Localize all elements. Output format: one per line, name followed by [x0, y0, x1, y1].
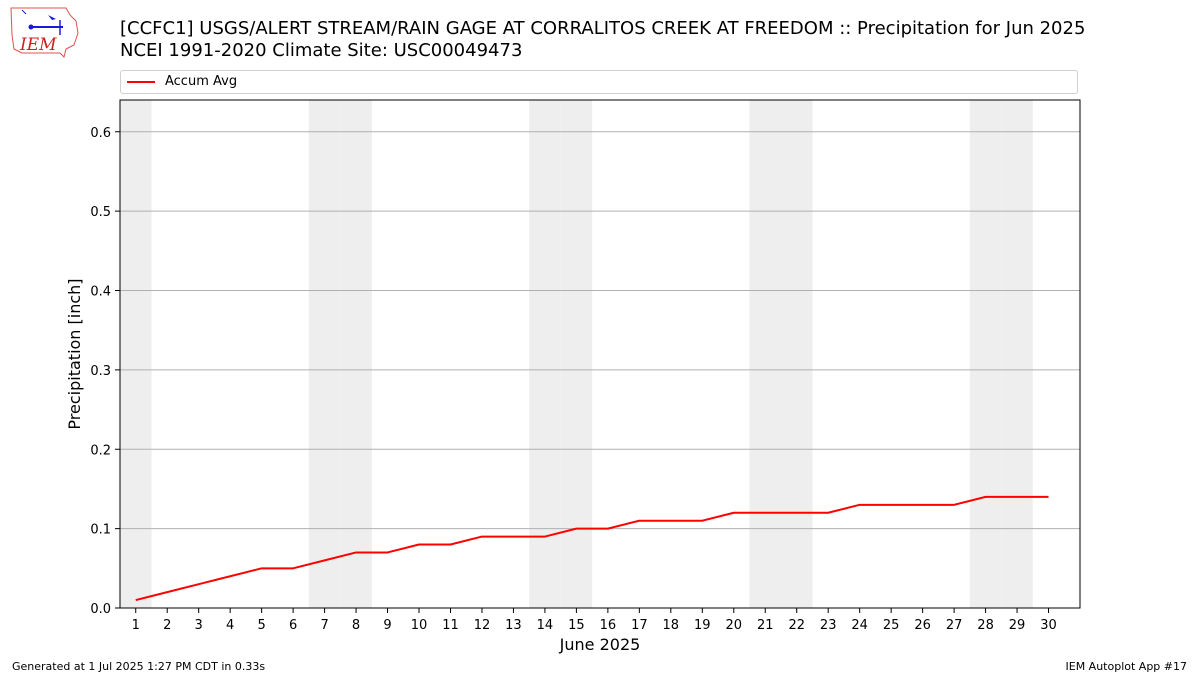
x-tick-label: 23 — [820, 618, 837, 633]
x-tick-label: 15 — [568, 618, 585, 633]
weekend-band-28 — [969, 100, 1002, 608]
plot-frame — [119, 99, 1081, 609]
y-tick-label: 0.2 — [90, 443, 111, 458]
x-tick-label: 22 — [788, 618, 805, 633]
x-tick-label: 12 — [474, 618, 491, 633]
x-tick-label: 1 — [132, 618, 140, 633]
iem-logo-icon: IEM — [10, 7, 79, 58]
legend-label-accum-avg: Accum Avg — [165, 74, 238, 89]
legend-swatch-accum-avg — [127, 81, 155, 83]
y-tick-label: 0.4 — [90, 285, 111, 300]
series-line-accum-avg — [135, 495, 1049, 602]
x-tick-label: 13 — [505, 618, 522, 633]
x-tick-label: 6 — [289, 618, 297, 633]
x-tick-label: 20 — [725, 618, 742, 633]
x-tick-label: 7 — [320, 618, 328, 633]
x-tick-label: 26 — [914, 618, 931, 633]
x-tick-label: 4 — [226, 618, 234, 633]
generated-timestamp: Generated at 1 Jul 2025 1:27 PM CDT in 0… — [12, 660, 266, 673]
chart-subtitle: NCEI 1991-2020 Climate Site: USC00049473 — [120, 40, 523, 61]
x-tick-label: 10 — [411, 618, 428, 633]
weekend-band-21 — [749, 100, 781, 608]
x-tick-label: 19 — [694, 618, 711, 633]
y-tick-label: 0.0 — [90, 602, 111, 617]
weekend-band-14 — [529, 100, 561, 608]
x-tick-label: 30 — [1040, 618, 1057, 633]
x-tick-label: 11 — [442, 618, 459, 633]
weekend-band-7 — [308, 100, 341, 608]
x-tick-label: 18 — [663, 618, 680, 633]
logo-text: IEM — [19, 35, 57, 55]
weekend-band-8 — [340, 100, 372, 608]
weekend-band-15 — [560, 100, 593, 608]
x-tick-label: 5 — [257, 618, 265, 633]
y-tick-label: 0.5 — [90, 205, 111, 220]
y-axis-label: Precipitation [inch] — [65, 278, 84, 429]
x-tick-label: 25 — [883, 618, 900, 633]
legend: Accum Avg — [120, 70, 1078, 94]
y-tick-label: 0.3 — [90, 364, 111, 379]
x-tick-label: 17 — [631, 618, 648, 633]
chart-title: [CCFC1] USGS/ALERT STREAM/RAIN GAGE AT C… — [120, 18, 1086, 39]
x-tick-label: 8 — [352, 618, 360, 633]
y-tick-label: 0.6 — [90, 126, 111, 141]
y-tick-label: 0.1 — [90, 523, 111, 538]
x-tick-label: 16 — [600, 618, 617, 633]
weekend-band-29 — [1001, 100, 1033, 608]
x-tick-label: 28 — [977, 618, 994, 633]
app-id: IEM Autoplot App #17 — [1065, 660, 1188, 673]
x-tick-label: 9 — [383, 618, 391, 633]
x-tick-label: 21 — [757, 618, 774, 633]
weekend-band-22 — [780, 100, 813, 608]
x-tick-label: 3 — [195, 618, 203, 633]
x-axis-label: June 2025 — [559, 635, 641, 654]
x-tick-label: 29 — [1009, 618, 1026, 633]
x-tick-label: 24 — [851, 618, 868, 633]
x-tick-label: 14 — [537, 618, 554, 633]
weekend-band-1 — [120, 100, 152, 608]
x-tick-label: 27 — [946, 618, 963, 633]
x-tick-label: 2 — [163, 618, 171, 633]
